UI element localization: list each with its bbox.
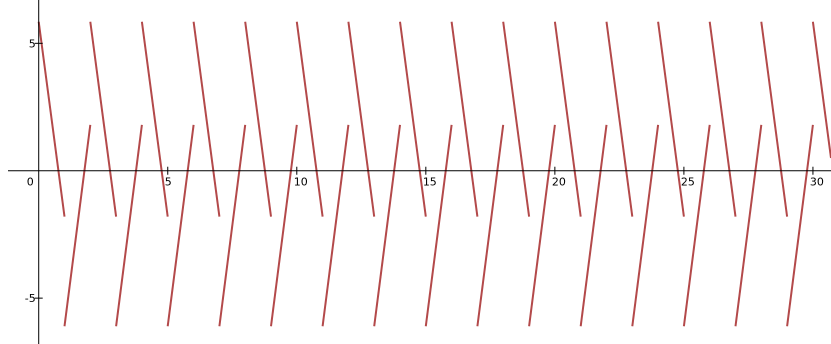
y-tick-label: -5 (25, 292, 36, 305)
x-tick-label: 10 (294, 176, 308, 189)
x-tick-label: 15 (423, 176, 437, 189)
rising-segment-4 (218, 124, 247, 327)
falling-segment-1 (37, 21, 66, 217)
rising-segment-14 (734, 124, 763, 327)
rising-segment-6 (321, 124, 350, 327)
rising-segment-5 (270, 124, 298, 327)
falling-segment-6 (295, 21, 324, 217)
falling-segment-15 (760, 21, 789, 217)
x-tick-label: 30 (810, 176, 824, 189)
y-tick-label: 5 (29, 37, 36, 50)
falling-segment-12 (605, 21, 634, 217)
x-tick-label: 20 (552, 176, 566, 189)
falling-segment-16 (811, 21, 831, 159)
falling-segment-3 (140, 21, 169, 217)
ticks-layer: 0 5 10 15 20 25 30 5 -5 (25, 37, 824, 305)
x-tick-label: 25 (681, 176, 695, 189)
rising-segment-8 (424, 124, 453, 327)
rising-segment-1 (63, 124, 92, 327)
falling-segment-5 (244, 21, 272, 217)
x-tick-label: 0 (27, 176, 34, 189)
x-tick-label: 5 (165, 176, 172, 189)
falling-segment-7 (347, 21, 376, 217)
falling-segment-2 (89, 21, 118, 217)
rising-segment-11 (579, 124, 608, 327)
rising-segment-2 (115, 124, 143, 327)
rising-segment-10 (528, 124, 556, 327)
rising-segment-7 (373, 124, 401, 327)
falling-segment-8 (399, 21, 427, 217)
rising-segment-9 (476, 124, 505, 327)
falling-segment-9 (450, 21, 479, 217)
falling-segment-13 (657, 21, 685, 217)
falling-segment-11 (553, 21, 582, 217)
rising-segment-13 (682, 124, 711, 327)
falling-segment-10 (502, 21, 531, 217)
rising-segment-12 (631, 124, 660, 327)
traces-layer (37, 21, 831, 327)
falling-segment-14 (708, 21, 737, 217)
rising-segment-3 (166, 124, 195, 327)
rising-segment-15 (786, 124, 814, 327)
falling-segment-4 (192, 21, 221, 217)
